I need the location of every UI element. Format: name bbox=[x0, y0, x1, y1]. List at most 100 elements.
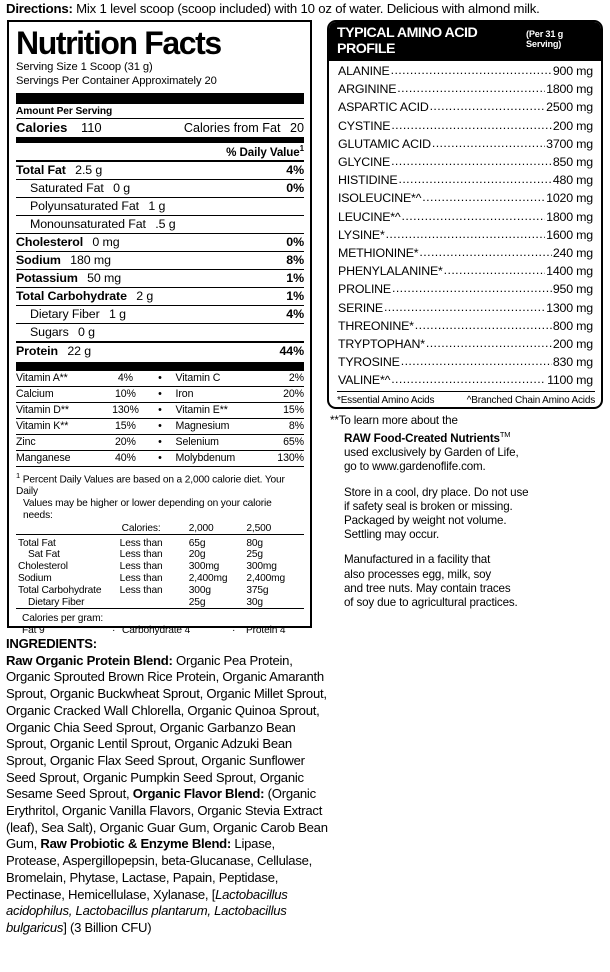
nutrient-daily-value: 44% bbox=[279, 344, 305, 359]
amino-acid-name: THREONINE* bbox=[338, 318, 414, 333]
vitamin-row: Manganese 40% • Molybdenum 130% bbox=[16, 450, 304, 467]
footnote-block: 1 Percent Daily Values are based on a 2,… bbox=[16, 470, 304, 522]
vitamin-right-pct: 15% bbox=[252, 402, 304, 419]
nutrient-name-amount: Polyunsaturated Fat 1 g bbox=[16, 199, 165, 213]
nutrient-row: Saturated Fat 0 g 0% bbox=[16, 178, 304, 197]
nutrient-row: Cholesterol 0 mg 0% bbox=[16, 232, 304, 251]
vitamin-table: Vitamin A** 4% • Vitamin C 2% Calcium 10% • Iron… bbox=[16, 370, 304, 467]
leader-dots: ........................................… bbox=[390, 63, 552, 78]
nutrient-amount: 1 g bbox=[105, 307, 126, 322]
amino-acid-row: VALINE*^................................… bbox=[338, 371, 593, 389]
dv-cell: 300mg bbox=[246, 561, 277, 573]
footnote-line2: Values may be higher or lower depending … bbox=[23, 497, 272, 521]
nutrient-daily-value: 1% bbox=[286, 271, 304, 286]
vitamin-row: Vitamin D** 130% • Vitamin E** 15% bbox=[16, 402, 304, 419]
dv-cell: Total Fat bbox=[18, 537, 56, 549]
bullet-separator-icon: • bbox=[148, 402, 172, 419]
nutrient-name-amount: Dietary Fiber 1 g bbox=[16, 307, 126, 321]
leader-dots: ........................................… bbox=[422, 190, 546, 205]
calories-from-fat-value: 20 bbox=[289, 121, 304, 135]
amino-acid-name: SERINE bbox=[338, 300, 383, 315]
amino-acid-name: ALANINE bbox=[338, 64, 390, 79]
dv-cell: Less than bbox=[119, 584, 163, 596]
dv-header-cell bbox=[16, 522, 120, 534]
leader-dots: ........................................… bbox=[383, 299, 546, 314]
nutrient-daily-value: 4% bbox=[286, 163, 304, 178]
leader-dots: ........................................… bbox=[391, 372, 546, 387]
leader-dots: ........................................… bbox=[414, 317, 552, 332]
calories-from-fat-label: Calories from Fat bbox=[183, 121, 281, 135]
vitamin-left-pct: 15% bbox=[102, 418, 149, 435]
nutrient-row: Potassium 50 mg 1% bbox=[16, 268, 304, 287]
amino-acid-name: PROLINE bbox=[338, 282, 391, 297]
serving-size: Serving Size 1 Scoop (31 g) bbox=[16, 61, 153, 73]
divider bbox=[16, 118, 304, 119]
amino-acid-row: ASPARTIC ACID...........................… bbox=[338, 98, 593, 116]
cpg-sep2: · bbox=[232, 624, 236, 636]
amino-acid-row: CYSTINE.................................… bbox=[338, 117, 593, 135]
vitamin-row: Calcium 10% • Iron 20% bbox=[16, 386, 304, 403]
nutrient-row: Sugars 0 g bbox=[16, 322, 304, 341]
cpg-fat: Fat 9 bbox=[22, 624, 45, 636]
amino-acid-name: PHENYLALANINE* bbox=[338, 264, 443, 279]
raw-nutrients-line3: used exclusively by Garden of Life, bbox=[344, 446, 519, 460]
bullet-separator-icon: • bbox=[148, 370, 172, 387]
dv-cell bbox=[120, 596, 189, 608]
vitamin-right-pct: 20% bbox=[252, 386, 304, 403]
dv-cell: Less than bbox=[119, 572, 163, 584]
amino-acid-list: ALANINE.................................… bbox=[329, 61, 601, 389]
daily-value-text: % Daily Value bbox=[226, 145, 300, 159]
nutrient-row: Protein 22 g 44% bbox=[16, 340, 305, 360]
amino-acid-name: ISOLEUCINE*^ bbox=[338, 191, 422, 206]
raw-nutrients-marker: ** bbox=[330, 414, 339, 427]
probiotic-blend-text: Lipase, Protease, Aspergillopepsin, beta… bbox=[6, 836, 313, 902]
amino-acid-name: HISTIDINE bbox=[338, 173, 398, 188]
protein-blend-text: Organic Pea Protein, Organic Sprouted Br… bbox=[6, 652, 327, 802]
storage-line1: Store in a cool, dry place. Do not use bbox=[344, 485, 529, 499]
dv-cell: 375g bbox=[246, 584, 269, 596]
calories-from-fat: Calories from Fat 20 bbox=[184, 121, 304, 135]
dv-cell: 25g bbox=[188, 596, 206, 608]
daily-value-header: % Daily Value1 bbox=[16, 143, 304, 160]
calories-per-gram-values: Fat 9 · Carbohydrate 4 · Protein 4 bbox=[16, 625, 304, 637]
directions-line: Directions: Mix 1 level scoop (scoop inc… bbox=[6, 1, 606, 16]
divider bbox=[16, 534, 304, 538]
leader-dots: ........................................… bbox=[397, 81, 546, 96]
amino-acid-value: 3700 mg bbox=[546, 136, 593, 151]
nutrient-rows: Total Fat 2.5 g 4% Saturated Fat 0 g 0% Poly… bbox=[16, 159, 305, 360]
nutrient-name: Protein bbox=[16, 344, 58, 359]
nutrient-name: Cholesterol bbox=[16, 235, 84, 250]
flavor-blend-label: Organic Flavor Blend: bbox=[132, 786, 265, 802]
dv-cell: Less than bbox=[119, 549, 163, 561]
bullet-separator-icon: • bbox=[148, 434, 172, 451]
amino-acid-row: SERINE..................................… bbox=[338, 298, 593, 316]
dv-table-row: Sodium Less than 2,400mg 2,400mg bbox=[16, 573, 304, 585]
side-notes: **To learn more about the RAW Food-Creat… bbox=[330, 414, 602, 621]
dv-cell: 300mg bbox=[188, 561, 220, 573]
amino-acid-name: TYROSINE bbox=[338, 355, 400, 370]
nutrient-name-amount: Saturated Fat 0 g bbox=[16, 181, 130, 195]
vitamin-right-name: Magnesium bbox=[171, 418, 253, 435]
leader-dots: ........................................… bbox=[401, 208, 546, 223]
leader-dots: ........................................… bbox=[425, 335, 552, 350]
cpg-protein: Protein 4 bbox=[246, 624, 286, 636]
amino-acid-row: ARGININE................................… bbox=[338, 80, 593, 98]
nutrient-name-amount: Cholesterol 0 mg bbox=[16, 235, 120, 249]
leader-dots: ........................................… bbox=[391, 154, 552, 169]
amino-acid-row: LYSINE*.................................… bbox=[338, 226, 593, 244]
nutrient-row: Polyunsaturated Fat 1 g bbox=[16, 196, 304, 215]
footnote-line1: Percent Daily Values are based on a 2,00… bbox=[16, 474, 285, 498]
leader-dots: ........................................… bbox=[431, 135, 545, 150]
raw-nutrients-brand-text: RAW Food-Created Nutrients bbox=[344, 432, 500, 446]
calories-row: Calories 110 Calories from Fat 20 bbox=[16, 119, 304, 137]
amino-acid-name: VALINE*^ bbox=[338, 373, 391, 388]
nutrient-name: Sodium bbox=[16, 253, 61, 268]
leader-dots: ........................................… bbox=[398, 172, 552, 187]
nutrient-name-amount: Total Fat 2.5 g bbox=[16, 163, 102, 177]
amino-acid-row: GLYCINE.................................… bbox=[338, 153, 593, 171]
vitamin-right-pct: 8% bbox=[252, 418, 304, 435]
amino-acid-name: METHIONINE* bbox=[338, 245, 419, 260]
footnote-sup: 1 bbox=[16, 470, 21, 480]
amino-acid-value: 800 mg bbox=[552, 318, 593, 333]
